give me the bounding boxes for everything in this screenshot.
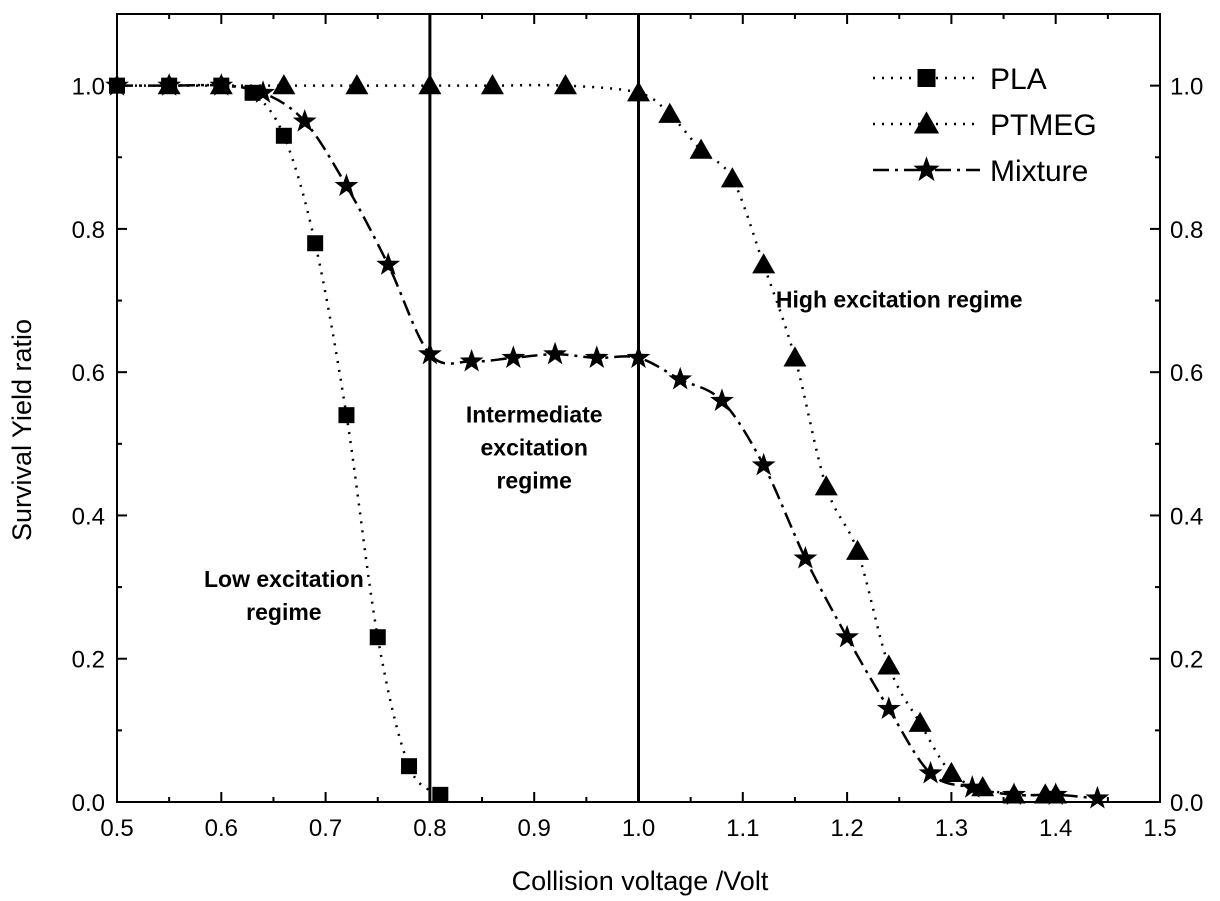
annotations-layer: Low excitation regime Intermediate excitati…: [204, 287, 1023, 625]
x-tick-label: 0.9: [518, 815, 551, 842]
data-point-mixture: [751, 452, 776, 476]
x-tick-label: 1.0: [622, 815, 655, 842]
data-point-mixture: [334, 173, 359, 197]
y-tick-label: 0.4: [72, 503, 105, 530]
data-point-ptmeg: [480, 74, 504, 95]
x-tick-label: 0.7: [309, 815, 342, 842]
data-point-ptmeg: [752, 253, 776, 274]
data-point-mixture: [459, 348, 484, 372]
annotation-1-line: Intermediate: [466, 401, 603, 427]
data-point-mixture: [501, 345, 526, 368]
series-line-pla: [117, 83, 442, 796]
series-line-ptmeg: [169, 83, 1056, 797]
data-point-ptmeg: [418, 74, 442, 95]
y-tick-label: 0.6: [72, 360, 105, 387]
legend: PLA PTMEG Mixture: [873, 63, 1097, 188]
annotation-0-line: Low excitation: [204, 566, 364, 592]
data-point-ptmeg: [272, 74, 296, 95]
annotation-1-line: excitation: [481, 434, 588, 460]
x-tick-label: 1.1: [726, 815, 759, 842]
y-tick-label: 0.2: [72, 647, 105, 674]
data-point-pla: [338, 407, 355, 424]
y-tick-label: 0.8: [72, 217, 105, 244]
x-tick-label: 1.4: [1039, 815, 1072, 842]
data-point-pla: [307, 235, 324, 252]
data-point-ptmeg: [846, 539, 870, 560]
data-point-ptmeg: [689, 138, 713, 159]
data-point-ptmeg: [814, 475, 838, 496]
data-point-mixture: [1002, 782, 1026, 805]
y-tick-label: 0.0: [72, 790, 105, 817]
data-point-ptmeg: [783, 346, 807, 367]
legend-item-mixture: Mixture: [873, 155, 1088, 188]
data-point-mixture: [251, 80, 275, 103]
legend-item-ptmeg: PTMEG: [873, 109, 1097, 142]
y-right-tick-label: 0.0: [1170, 790, 1203, 817]
legend-marker-mixture: [913, 156, 940, 182]
data-point-ptmeg: [627, 81, 650, 102]
y-axis-title: Survival Yield ratio: [7, 319, 37, 541]
annotation-0-line: regime: [246, 599, 321, 625]
y-tick-label: 1.0: [72, 74, 105, 101]
series-mixture: [105, 73, 1110, 809]
regime-divider-lines: [428, 14, 640, 802]
x-tick-label: 1.3: [935, 815, 968, 842]
data-point-mixture: [668, 366, 693, 390]
data-point-pla: [275, 127, 292, 144]
y-right-tick-label: 0.2: [1170, 647, 1203, 674]
data-point-mixture: [376, 252, 401, 275]
series-ptmeg: [157, 74, 1068, 804]
data-point-pla: [401, 758, 418, 775]
data-point-mixture: [584, 345, 609, 368]
y-right-tick-label: 0.8: [1170, 217, 1203, 244]
x-tick-label: 1.5: [1143, 815, 1176, 842]
data-point-mixture: [835, 624, 859, 648]
data-point-mixture: [710, 388, 734, 411]
data-point-ptmeg: [553, 74, 577, 95]
annotation-2-line: High excitation regime: [776, 287, 1023, 313]
data-point-pla: [432, 786, 449, 803]
data-point-mixture: [793, 545, 818, 569]
legend-item-pla: PLA: [873, 63, 1047, 96]
series-pla: [109, 77, 449, 803]
series-line-mixture: [117, 83, 1098, 800]
x-tick-label: 0.6: [205, 815, 238, 842]
y-right-tick-label: 1.0: [1170, 74, 1203, 101]
data-point-mixture: [292, 108, 317, 132]
data-point-ptmeg: [720, 167, 744, 188]
data-point-ptmeg: [939, 761, 963, 782]
data-point-mixture: [960, 775, 985, 798]
data-point-mixture: [1085, 785, 1110, 809]
data-point-mixture: [626, 345, 651, 368]
data-point-ptmeg: [908, 711, 932, 732]
data-point-ptmeg: [877, 654, 901, 675]
series-layer: [105, 73, 1110, 809]
data-point-mixture: [157, 73, 182, 96]
data-point-mixture: [105, 73, 129, 96]
data-point-pla: [369, 629, 386, 646]
x-axis-title: Collision voltage /Volt: [512, 866, 769, 896]
data-point-mixture: [918, 760, 943, 784]
data-point-mixture: [876, 696, 901, 719]
data-point-ptmeg: [658, 102, 682, 123]
y-right-tick-label: 0.4: [1170, 503, 1203, 530]
data-point-mixture: [209, 73, 234, 96]
y-right-tick-label: 0.6: [1170, 360, 1203, 387]
x-tick-label: 0.5: [100, 815, 133, 842]
legend-marker-pla: [917, 69, 936, 87]
x-tick-label: 0.8: [413, 815, 446, 842]
annotation-1-line: regime: [496, 467, 571, 493]
data-point-mixture: [418, 341, 442, 365]
x-tick-label: 1.2: [830, 815, 863, 842]
data-point-mixture: [543, 341, 567, 365]
legend-label-ptmeg: PTMEG: [990, 109, 1097, 142]
ticks-layer: 0.5 0.6 0.7 0.8 0.9 1.0 1.1 1.2 1.3 1.4 1.50.0 0.00…: [72, 13, 1203, 842]
legend-marker-ptmeg: [913, 111, 940, 134]
legend-label-pla: PLA: [990, 63, 1047, 96]
legend-label-mixture: Mixture: [990, 155, 1088, 188]
data-point-ptmeg: [345, 74, 369, 95]
